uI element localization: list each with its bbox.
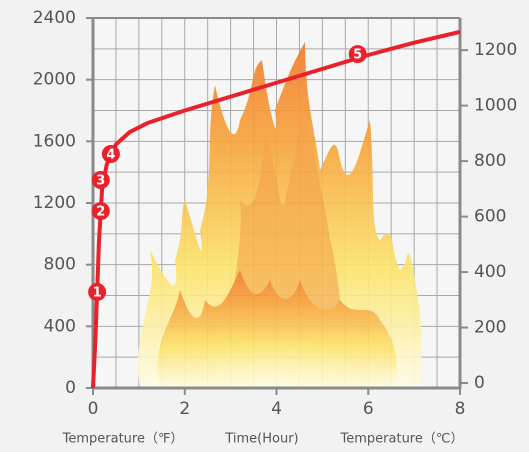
y2-tick-label: 400 (474, 262, 506, 282)
y-tick-label: 1600 (33, 131, 76, 151)
y-tick-label: 2400 (33, 8, 76, 28)
y2-tick-label: 600 (474, 207, 506, 227)
chart: Temperature（℉） Time(Hour) Temperature（℃）… (0, 0, 529, 452)
y2-tick-label: 1200 (474, 40, 517, 60)
marker-label: 5 (353, 48, 362, 63)
y-tick-label: 400 (44, 316, 76, 336)
marker-label: 3 (96, 174, 105, 189)
y-tick-label: 800 (44, 255, 76, 275)
y2-axis-label: Temperature（℃） (340, 432, 464, 447)
marker-label: 1 (93, 285, 102, 300)
y-axis-label: Temperature（℉） (62, 432, 184, 447)
x-tick-label: 2 (179, 399, 190, 419)
y-tick-label: 0 (65, 378, 76, 398)
y2-tick-label: 1000 (474, 96, 517, 116)
x-axis-label: Time(Hour) (224, 432, 298, 447)
marker-label: 2 (96, 205, 105, 220)
marker-label: 4 (106, 147, 115, 162)
x-tick-label: 6 (363, 399, 374, 419)
x-tick-label: 4 (271, 399, 282, 419)
y2-tick-label: 200 (474, 318, 506, 338)
x-tick-label: 0 (88, 399, 99, 419)
y2-tick-label: 800 (474, 151, 506, 171)
y-tick-label: 1200 (33, 193, 76, 213)
y-tick-label: 2000 (33, 70, 76, 90)
y2-tick-label: 0 (474, 373, 485, 393)
x-tick-label: 8 (455, 399, 466, 419)
